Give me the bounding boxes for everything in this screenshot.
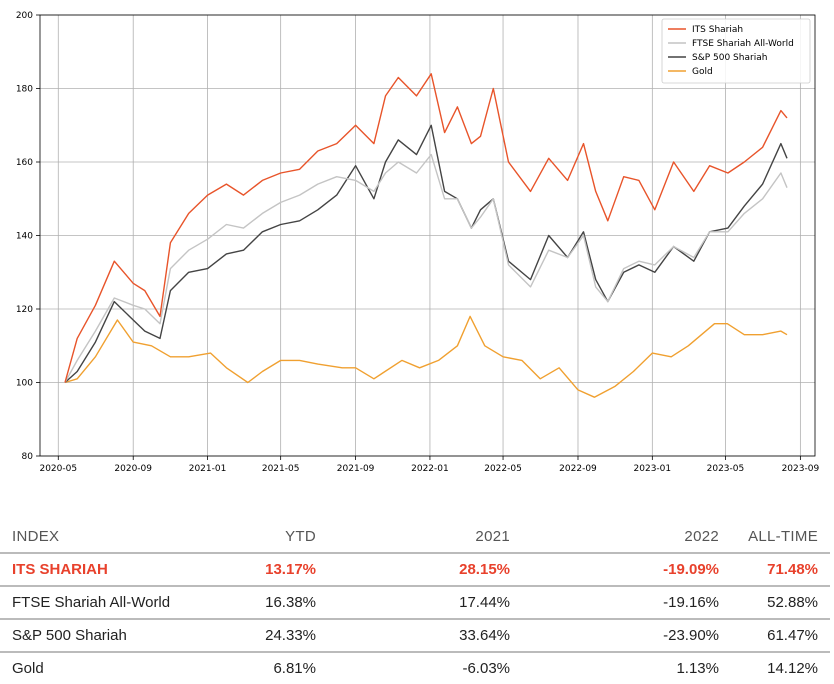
x-tick-label: 2021-05 xyxy=(262,464,300,474)
y-tick-label: 160 xyxy=(16,158,33,168)
table-cell-2021: 17.44% xyxy=(328,586,522,620)
x-tick-label: 2021-01 xyxy=(189,464,227,474)
legend-box xyxy=(661,18,811,84)
series-line-gold xyxy=(64,315,788,398)
y-tick-label: 200 xyxy=(16,11,33,21)
table-cell-2021: 28.15% xyxy=(328,553,522,587)
legend-label: Gold xyxy=(692,67,713,77)
chart-axis-ticks: 80 100 120 140 160 180 200 2020-05 2020-09 2021-0… xyxy=(16,11,820,474)
series-line-its-shariah xyxy=(64,73,788,383)
table-cell-2022: -19.16% xyxy=(522,586,731,620)
performance-line-chart: 80 100 120 140 160 180 200 2020-05 2020-09 2021-0… xyxy=(16,11,820,474)
table-cell-index: ITS SHARIAH xyxy=(0,553,224,587)
table-cell-ytd: 24.33% xyxy=(224,619,328,653)
column-header-2021: 2021 xyxy=(328,520,522,554)
table-cell-all-time: 14.12% xyxy=(767,660,818,677)
x-tick-label: 2020-09 xyxy=(114,464,152,474)
series-line-s-p-500-shariah xyxy=(64,124,788,384)
table-cell-index: S&P 500 Shariah xyxy=(0,619,224,653)
table-cell-ytd: 13.17% xyxy=(224,553,328,587)
y-tick-label: 140 xyxy=(16,232,33,242)
performance-table: INDEX YTD 2021 2022 ALL-TIME ITS SHARIAH… xyxy=(0,520,830,684)
table-cell-2021: -6.03% xyxy=(462,660,510,677)
y-tick-label: 180 xyxy=(16,85,33,95)
column-header-all-time: ALL-TIME xyxy=(731,520,830,554)
x-tick-label: 2022-05 xyxy=(484,464,522,474)
x-tick-label: 2023-05 xyxy=(707,464,745,474)
table-row-its-shariah: ITS SHARIAH 13.17% 28.15% -19.09% 71.48% xyxy=(0,553,830,587)
y-tick-label: 120 xyxy=(16,305,33,315)
y-tick-label: 100 xyxy=(16,379,33,389)
table-header-row: INDEX YTD 2021 2022 ALL-TIME xyxy=(0,520,830,554)
legend-label: S&P 500 Shariah xyxy=(692,53,767,63)
table-cell-ytd: 6.81% xyxy=(273,660,316,677)
x-tick-label: 2020-05 xyxy=(39,464,77,474)
table-row-sp500-shariah: S&P 500 Shariah 24.33% 33.64% -23.90% 61… xyxy=(0,619,830,653)
table-cell-all-time: 71.48% xyxy=(731,553,830,587)
x-tick-label: 2023-01 xyxy=(634,464,672,474)
x-tick-label: 2023-09 xyxy=(782,464,820,474)
column-header-index: INDEX xyxy=(0,520,224,554)
x-tick-label: 2022-09 xyxy=(559,464,597,474)
table-row-gold: Gold 6.81% -6.03% 1.13% 14.12% xyxy=(0,652,830,684)
table-cell-all-time: 61.47% xyxy=(731,619,830,653)
table-cell-2022: -23.90% xyxy=(522,619,731,653)
table-cell-2022: 1.13% xyxy=(676,660,719,677)
chart-legend: ITS Shariah FTSE Shariah All-World S&P 500… xyxy=(661,18,811,84)
table-cell-2021: 33.64% xyxy=(328,619,522,653)
chart-grid xyxy=(40,14,815,457)
table-cell-index: FTSE Shariah All-World xyxy=(0,586,224,620)
x-tick-label: 2021-09 xyxy=(337,464,375,474)
column-header-ytd: YTD xyxy=(224,520,328,554)
table-cell-all-time: 52.88% xyxy=(731,586,830,620)
series-line-ftse-shariah-all-world xyxy=(64,153,788,383)
x-tick-label: 2022-01 xyxy=(411,464,449,474)
legend-label: FTSE Shariah All-World xyxy=(692,39,794,49)
chart-series-group xyxy=(64,73,788,398)
column-header-2022: 2022 xyxy=(522,520,731,554)
table-cell-ytd: 16.38% xyxy=(224,586,328,620)
y-tick-label: 80 xyxy=(22,452,34,462)
table-row-ftse-shariah: FTSE Shariah All-World 16.38% 17.44% -19… xyxy=(0,586,830,620)
table-cell-2022: -19.09% xyxy=(522,553,731,587)
legend-label: ITS Shariah xyxy=(692,25,743,35)
table-cell-index: Gold xyxy=(12,660,44,677)
